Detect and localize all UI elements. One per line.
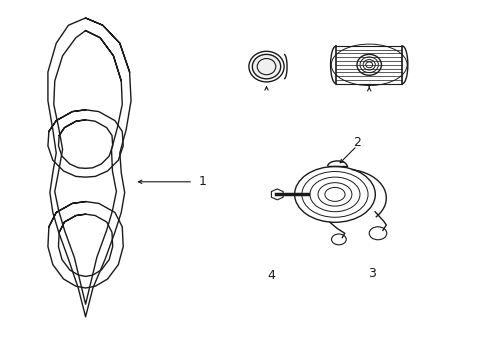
Text: 3: 3 — [367, 267, 375, 280]
Text: 4: 4 — [267, 269, 275, 282]
Text: 1: 1 — [199, 175, 206, 188]
Ellipse shape — [252, 54, 280, 79]
Text: 2: 2 — [352, 136, 360, 149]
